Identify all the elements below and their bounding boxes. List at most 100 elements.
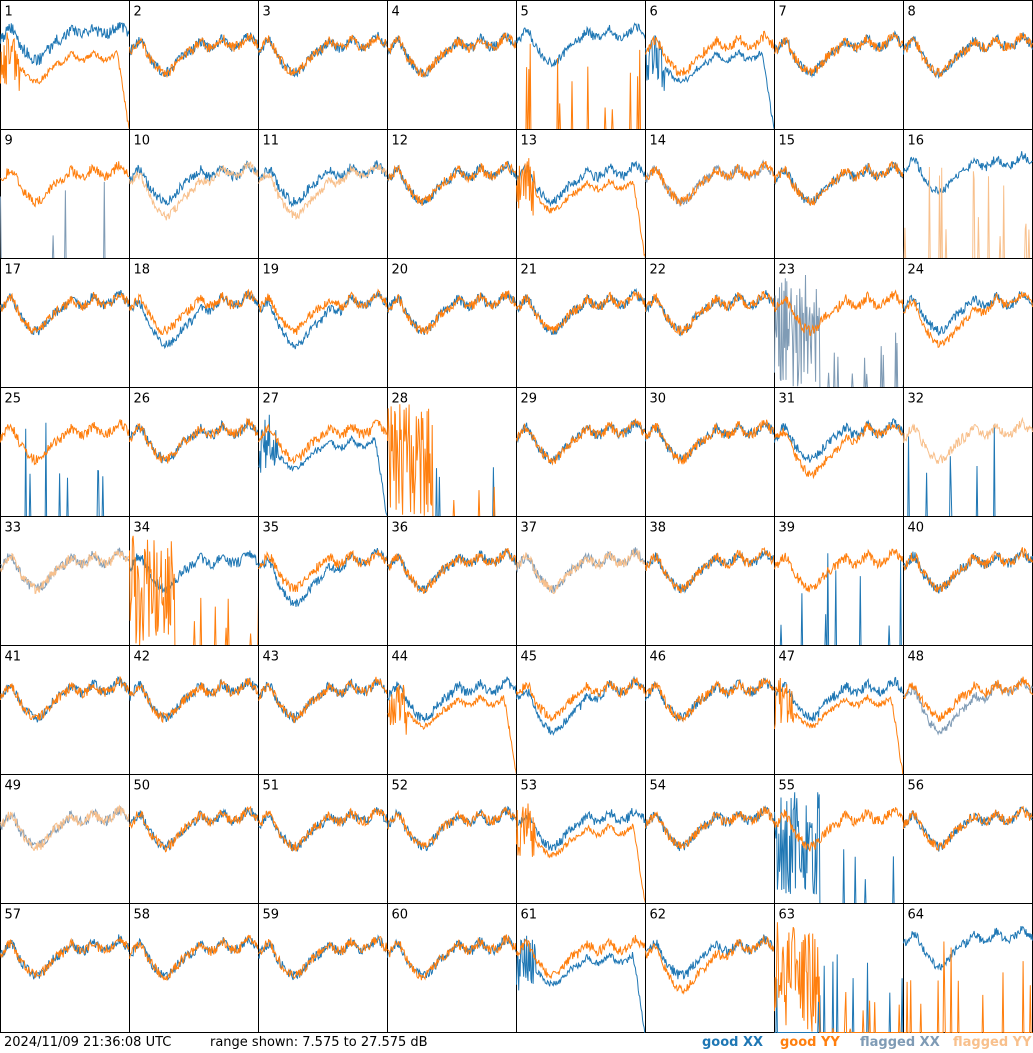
series-good-yy xyxy=(516,418,646,466)
panel-12: 12 xyxy=(387,129,517,259)
panel-frame xyxy=(129,387,259,517)
panel-frame xyxy=(258,903,388,1033)
series-good-yy xyxy=(903,676,1033,723)
panel-frame xyxy=(129,645,259,775)
series-good-xx xyxy=(0,422,130,517)
series-good-xx xyxy=(645,934,775,980)
series-good-yy xyxy=(258,419,388,465)
series-good-yy xyxy=(645,934,775,995)
series-good-yy xyxy=(0,936,130,979)
panel-label: 24 xyxy=(908,263,925,278)
series-good-xx xyxy=(387,467,517,517)
panel-label: 59 xyxy=(263,908,280,923)
series-good-yy xyxy=(258,676,388,724)
panel-64: 64 xyxy=(903,903,1033,1033)
series-good-yy xyxy=(774,548,904,593)
series-good-yy xyxy=(645,805,775,850)
panel-31: 31 xyxy=(774,387,904,517)
panel-frame xyxy=(645,258,775,388)
panel-label: 27 xyxy=(263,392,280,407)
series-good-yy xyxy=(258,807,388,852)
series-good-yy xyxy=(258,549,388,593)
series-good-xx xyxy=(516,675,646,736)
series-good-xx xyxy=(774,954,904,1033)
panel-frame xyxy=(645,129,775,259)
series-good-yy xyxy=(387,404,517,517)
panel-frame xyxy=(774,903,904,1033)
panel-frame xyxy=(387,516,517,646)
panel-34: 34 xyxy=(129,516,259,646)
panel-19: 19 xyxy=(258,258,388,388)
panel-49: 49 xyxy=(0,774,130,904)
series-good-yy xyxy=(129,417,259,464)
series-good-xx xyxy=(774,553,904,646)
panel-frame xyxy=(774,516,904,646)
series-good-xx xyxy=(387,676,517,723)
legend-flagged-yy: flagged YY xyxy=(953,1035,1032,1050)
panel-3: 3 xyxy=(258,0,388,130)
series-good-yy xyxy=(387,807,517,849)
series-good-xx xyxy=(0,22,130,66)
panel-frame xyxy=(903,129,1033,259)
panel-frame xyxy=(0,774,130,904)
series-flagged-xx xyxy=(774,274,904,388)
series-good-xx xyxy=(258,678,388,724)
series-good-yy xyxy=(903,547,1033,593)
panel-30: 30 xyxy=(645,387,775,517)
series-good-xx xyxy=(129,291,259,350)
series-flagged-xx xyxy=(0,806,130,849)
panel-56: 56 xyxy=(903,774,1033,904)
series-good-yy xyxy=(774,807,904,852)
series-good-xx xyxy=(129,160,259,206)
series-good-yy xyxy=(774,422,904,480)
series-good-yy xyxy=(645,677,775,723)
series-good-xx xyxy=(903,926,1033,971)
panel-label: 29 xyxy=(521,392,538,407)
panel-label: 23 xyxy=(779,263,796,278)
series-good-xx xyxy=(129,418,259,464)
series-good-yy xyxy=(774,160,904,206)
panel-15: 15 xyxy=(774,129,904,259)
panel-frame xyxy=(387,258,517,388)
series-good-xx xyxy=(645,290,775,337)
series-flagged-xx xyxy=(0,181,130,259)
series-good-xx xyxy=(129,936,259,981)
panel-frame xyxy=(903,258,1033,388)
panel-label: 37 xyxy=(521,521,538,536)
series-good-xx xyxy=(0,290,130,336)
panel-frame xyxy=(645,0,775,130)
series-good-yy xyxy=(645,30,775,77)
panel-frame xyxy=(0,903,130,1033)
panel-29: 29 xyxy=(516,387,646,517)
panel-7: 7 xyxy=(774,0,904,130)
panel-label: 26 xyxy=(134,392,151,407)
panel-28: 28 xyxy=(387,387,517,517)
series-good-yy xyxy=(516,934,646,979)
panel-24: 24 xyxy=(903,258,1033,388)
panel-35: 35 xyxy=(258,516,388,646)
series-good-xx xyxy=(903,550,1033,594)
panel-label: 17 xyxy=(5,263,22,278)
panel-42: 42 xyxy=(129,645,259,775)
panel-41: 41 xyxy=(0,645,130,775)
series-good-xx xyxy=(903,291,1033,336)
panel-frame xyxy=(516,387,646,517)
panel-51: 51 xyxy=(258,774,388,904)
panel-33: 33 xyxy=(0,516,130,646)
series-good-yy xyxy=(774,677,904,775)
series-good-yy xyxy=(774,922,904,1033)
panel-label: 30 xyxy=(650,392,667,407)
panel-label: 60 xyxy=(392,908,409,923)
panel-frame xyxy=(387,903,517,1033)
panel-frame xyxy=(903,0,1033,130)
panel-label: 10 xyxy=(134,134,151,149)
panel-label: 48 xyxy=(908,650,925,665)
panel-label: 31 xyxy=(779,392,796,407)
panel-frame xyxy=(258,645,388,775)
panel-frame xyxy=(0,0,130,130)
panel-48: 48 xyxy=(903,645,1033,775)
panel-frame xyxy=(129,774,259,904)
panel-label: 9 xyxy=(5,134,13,149)
panel-label: 50 xyxy=(134,779,151,794)
panel-label: 52 xyxy=(392,779,409,794)
